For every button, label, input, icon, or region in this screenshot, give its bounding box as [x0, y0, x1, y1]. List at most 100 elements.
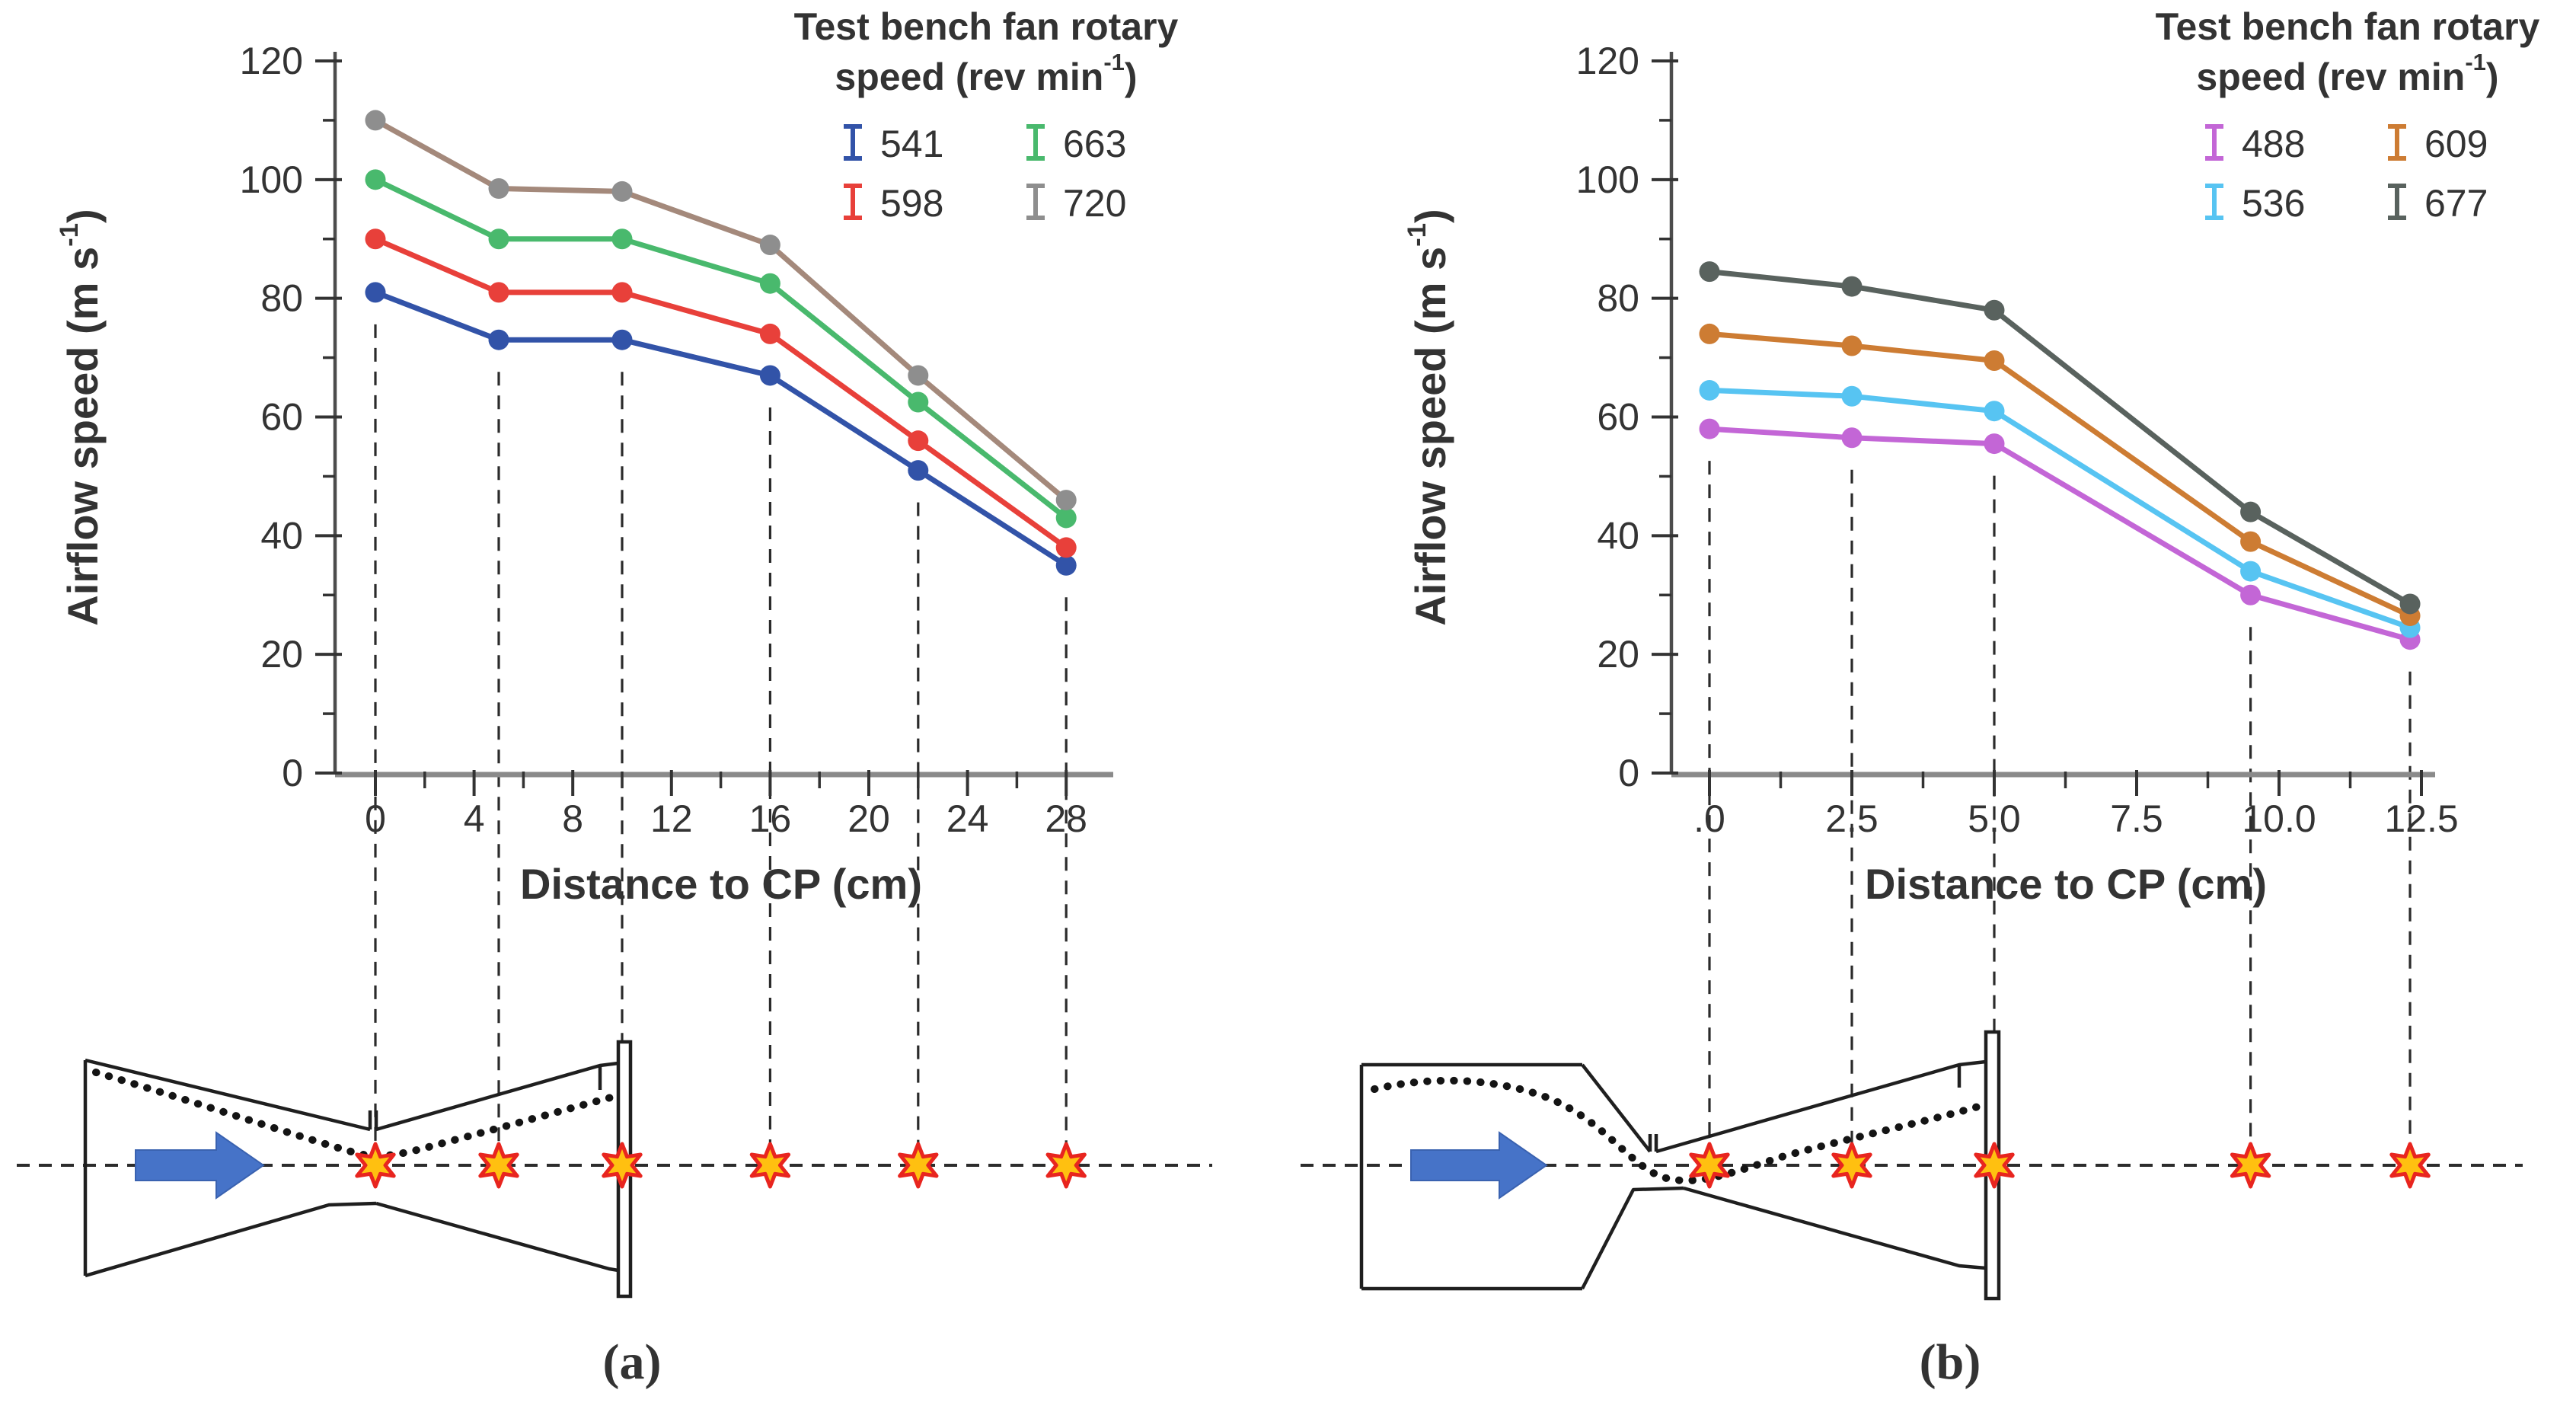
series-line-663 — [372, 177, 1069, 521]
data-point-598 — [908, 430, 929, 452]
data-point-677 — [1841, 276, 1863, 297]
legend-entry-label: 536 — [2242, 182, 2305, 225]
data-point-720 — [1055, 490, 1077, 511]
measurement-star-icon — [602, 1142, 643, 1189]
series-line-541 — [372, 289, 1069, 568]
data-point-663 — [1055, 507, 1077, 529]
data-point-598 — [365, 228, 386, 250]
legend-title-line2: speed (rev min-1) — [835, 49, 1137, 98]
nozzle-outline — [85, 1058, 371, 1132]
data-point-598 — [1055, 537, 1077, 558]
data-point-677 — [2399, 593, 2421, 615]
panel-a: 0 20 40 60 80 100 120 0 4 8 12 16 20 24 28 Test bench f… — [0, 0, 1287, 1409]
legend-entry-label: 609 — [2424, 123, 2488, 165]
data-point-598 — [759, 323, 780, 344]
data-point-541 — [908, 460, 929, 481]
legend-entry-label: 677 — [2424, 182, 2488, 225]
legend-title-line2: speed (rev min-1) — [2196, 49, 2498, 98]
data-point-541 — [611, 329, 633, 350]
x-tick-label: 24 — [946, 797, 989, 840]
data-point-541 — [365, 282, 386, 303]
panel-caption: (a) — [603, 1334, 662, 1390]
legend-entry-label: 720 — [1063, 182, 1126, 225]
legend-entry-label: 541 — [880, 123, 943, 165]
data-point-541 — [1055, 554, 1077, 576]
legend-title-line1: Test bench fan rotary — [794, 5, 1179, 48]
y-tick-label: 120 — [240, 40, 303, 82]
panel-caption: (b) — [1920, 1334, 1981, 1390]
x-tick-label: 0 — [365, 797, 386, 840]
x-tick-label: 8 — [562, 797, 583, 840]
data-point-720 — [611, 181, 633, 202]
data-point-663 — [365, 169, 386, 190]
x-tick-label: 4 — [464, 797, 485, 840]
nozzle-outline — [375, 1201, 619, 1273]
data-point-663 — [908, 391, 929, 413]
y-tick-label: 40 — [1597, 514, 1639, 557]
x-axis-title: Distance to CP (cm) — [520, 860, 922, 908]
measurement-star-icon — [1045, 1142, 1087, 1189]
data-point-609 — [1841, 335, 1863, 356]
data-point-609 — [2240, 531, 2262, 552]
data-point-677 — [1984, 299, 2005, 321]
data-point-720 — [365, 110, 386, 131]
y-tick-label: 60 — [1597, 396, 1639, 439]
y-tick-label: 40 — [260, 514, 303, 557]
y-tick-label: 60 — [260, 396, 303, 439]
legend-entry-label: 598 — [880, 182, 943, 225]
data-point-536 — [2240, 561, 2262, 582]
x-tick-label: 28 — [1045, 797, 1087, 840]
measurement-star-icon — [1831, 1142, 1872, 1189]
data-point-541 — [488, 329, 509, 350]
data-point-488 — [2240, 584, 2262, 605]
data-point-536 — [1984, 401, 2005, 422]
x-tick-label: .0 — [1693, 797, 1725, 840]
y-tick-label: 20 — [1597, 633, 1639, 676]
data-point-663 — [759, 273, 780, 294]
measurement-star-icon — [478, 1142, 519, 1189]
chart-panel-b: 0 20 40 60 80 100 120 .0 2.5 5.0 7.5 10.0 12.5 Test b… — [1301, 5, 2540, 1390]
y-tick-label: 20 — [260, 633, 303, 676]
data-point-720 — [759, 235, 780, 256]
y-tick-label: 120 — [1576, 40, 1639, 82]
series-line-536 — [1706, 387, 2413, 631]
y-tick-label: 100 — [240, 158, 303, 201]
data-point-677 — [2240, 501, 2262, 522]
data-point-720 — [908, 365, 929, 386]
x-tick-label: 2.5 — [1825, 797, 1879, 840]
series-line-488 — [1706, 426, 2413, 643]
measurement-star-icon — [898, 1142, 939, 1189]
x-tick-label: 10.0 — [2242, 797, 2316, 840]
y-axis-title: Airflow speed (m s-1) — [55, 209, 107, 625]
series-line-609 — [1706, 331, 2413, 618]
data-point-609 — [1984, 350, 2005, 371]
series-line-598 — [372, 236, 1069, 551]
measurement-star-icon — [355, 1142, 396, 1189]
flow-arrow-icon — [1410, 1131, 1548, 1200]
data-point-541 — [759, 365, 780, 386]
x-tick-label: 12 — [650, 797, 693, 840]
data-point-536 — [1699, 379, 1720, 401]
chart-panel-a: 0 20 40 60 80 100 120 0 4 8 12 16 20 24 28 Test bench f… — [17, 5, 1212, 1390]
data-point-720 — [488, 178, 509, 200]
data-point-677 — [1699, 261, 1720, 283]
measurement-star-icon — [2230, 1142, 2271, 1189]
measurement-star-icon — [1974, 1142, 2015, 1189]
y-tick-label: 0 — [1618, 752, 1639, 794]
flow-arrow-icon — [135, 1131, 265, 1200]
x-tick-label: 7.5 — [2110, 797, 2163, 840]
x-axis-title: Distance to CP (cm) — [1865, 860, 2267, 908]
wall-profile-dotted-curve — [92, 1069, 618, 1160]
measurement-star-icon — [749, 1142, 791, 1189]
y-tick-label: 100 — [1576, 158, 1639, 201]
wall-profile-dotted-curve — [1371, 1076, 1984, 1185]
x-tick-label: 16 — [749, 797, 792, 840]
nozzle-outline — [375, 1061, 619, 1132]
nozzle-outline — [85, 1201, 377, 1278]
nozzle-outline — [1655, 1059, 1987, 1154]
data-point-609 — [1699, 323, 1720, 344]
series-line-720 — [372, 117, 1069, 503]
nozzle-outline — [1683, 1186, 1987, 1270]
data-point-598 — [611, 282, 633, 303]
